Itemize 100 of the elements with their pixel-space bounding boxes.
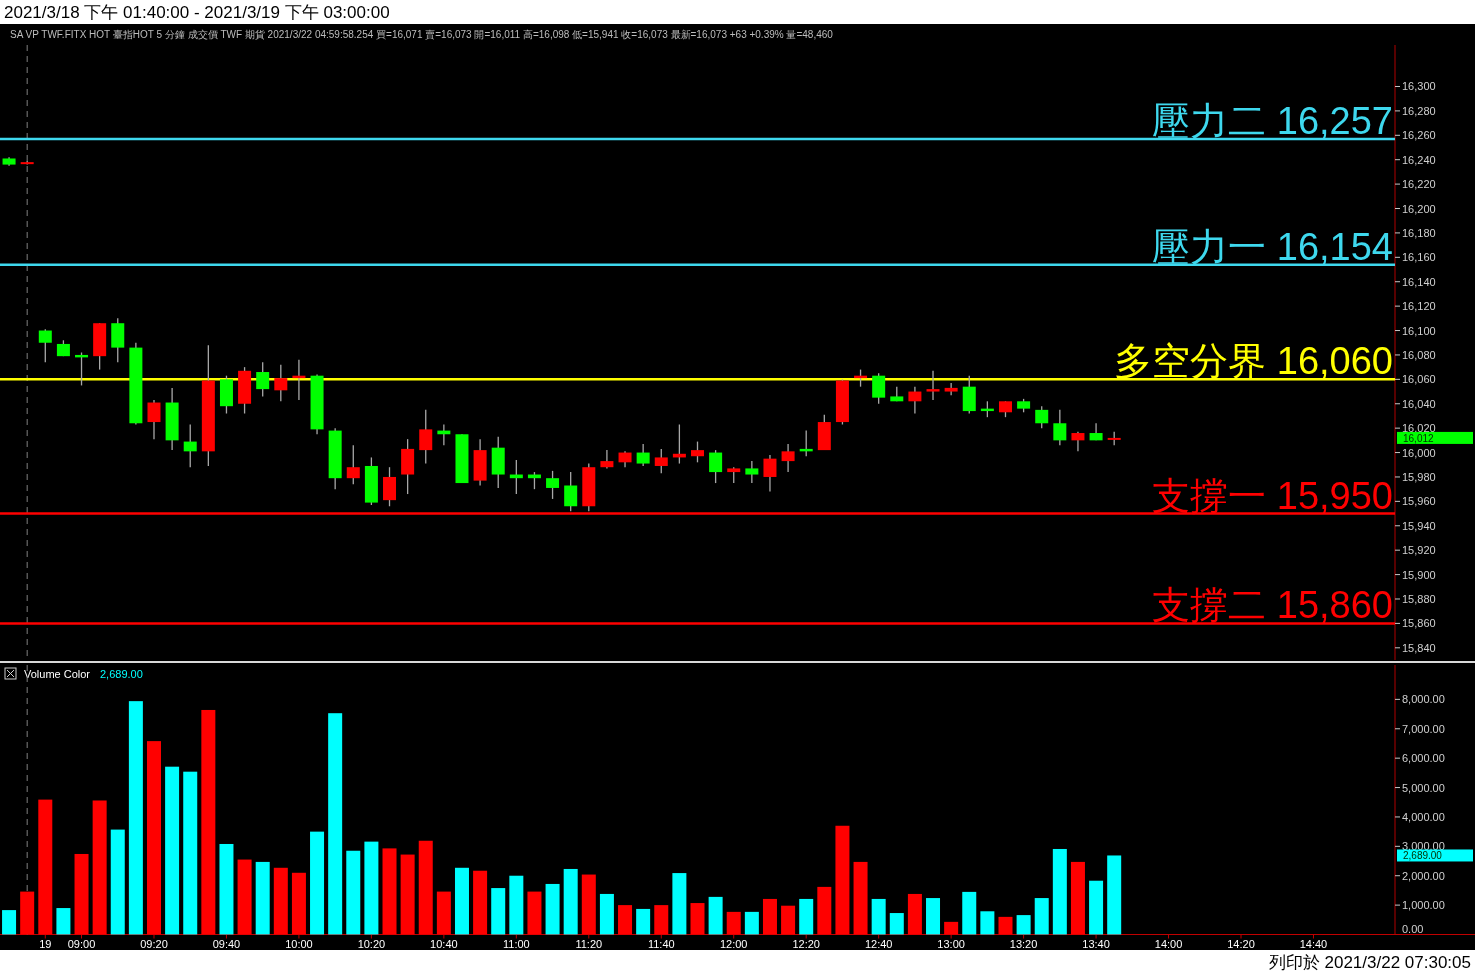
- y-tick-label: 16,160: [1402, 251, 1436, 264]
- bar: [400, 854, 415, 935]
- bar: [310, 831, 325, 935]
- ref-line-label: 支撐一 15,950: [1152, 474, 1393, 517]
- bar: [38, 799, 53, 935]
- bar: [273, 867, 288, 935]
- y-tick-label: 16,220: [1402, 178, 1436, 191]
- bar: [165, 766, 180, 935]
- y-tick-label: 1,000.00: [1402, 899, 1445, 912]
- bar: [328, 713, 343, 935]
- bar: [1016, 915, 1031, 935]
- bar: [509, 875, 524, 935]
- y-tick-label: 15,960: [1402, 495, 1436, 508]
- y-tick-label: 16,260: [1402, 129, 1436, 142]
- candlestick: [691, 440, 704, 463]
- candlestick: [383, 466, 397, 507]
- x-tick-label: 13:00: [937, 937, 965, 950]
- y-tick-label: 16,100: [1402, 324, 1436, 337]
- bar: [1034, 898, 1049, 935]
- bar: [74, 853, 89, 935]
- y-tick-label: 7,000.00: [1402, 722, 1445, 735]
- bar: [545, 883, 560, 935]
- candlestick: [346, 444, 360, 485]
- x-tick-label: 12:00: [719, 937, 748, 950]
- candlestick: [636, 443, 650, 467]
- y-tick-label: 16,040: [1402, 397, 1436, 410]
- x-tick-label: 10:20: [357, 937, 386, 950]
- y-tick-label: 16,300: [1402, 80, 1436, 93]
- bar: [237, 859, 252, 935]
- bar: [926, 898, 941, 935]
- bar: [128, 701, 143, 935]
- y-tick-label: 5,000.00: [1402, 781, 1445, 794]
- y-tick-label: 15,860: [1402, 617, 1436, 630]
- ref-line-label: 支撐二 15,860: [1152, 584, 1393, 627]
- bar: [255, 861, 270, 935]
- bar: [871, 898, 886, 935]
- x-tick-label: 10:40: [430, 937, 458, 950]
- bar: [581, 874, 596, 935]
- y-tick-label: 0.00: [1402, 922, 1424, 935]
- bar: [146, 741, 161, 935]
- candlestick: [546, 470, 560, 500]
- bar: [799, 898, 814, 935]
- x-tick-label: 19: [39, 937, 52, 950]
- candlestick: [872, 372, 886, 405]
- bar: [762, 898, 777, 935]
- bar: [744, 911, 759, 935]
- x-tick-label: 11:20: [575, 937, 603, 950]
- candlestick: [183, 423, 197, 468]
- x-tick-label: 09:40: [212, 937, 241, 950]
- y-tick-label: 15,840: [1402, 641, 1436, 654]
- y-tick-label: 16,080: [1402, 348, 1436, 361]
- candlestick: [419, 409, 433, 465]
- ref-line-label: 壓力一 16,154: [1152, 225, 1393, 268]
- bar: [835, 825, 850, 935]
- y-tick-label: 16,240: [1402, 153, 1436, 166]
- bar: [110, 829, 125, 935]
- chart-subtitle: 2,689.00: [100, 668, 143, 680]
- bar: [473, 870, 488, 935]
- y-tick-label: 15,940: [1402, 519, 1436, 532]
- y-tick-label: 16,280: [1402, 104, 1436, 117]
- y-tick-label: 16,060: [1402, 373, 1436, 386]
- x-tick-label: 11:40: [647, 937, 675, 950]
- candlestick: [654, 448, 668, 474]
- text: 列印於 2021/3/22 07:30:05: [1268, 953, 1471, 972]
- bar: [708, 896, 723, 935]
- candlestick: [781, 443, 795, 473]
- bar: [618, 905, 633, 935]
- candlestick: [274, 364, 288, 402]
- candlestick: [147, 399, 161, 440]
- bar: [672, 873, 687, 935]
- x-tick-label: 11:00: [502, 937, 530, 950]
- bar: [491, 888, 506, 935]
- y-tick-label: 8,000.00: [1402, 693, 1445, 706]
- bar: [907, 893, 922, 935]
- candlestick: [1053, 409, 1067, 446]
- bar: [1107, 855, 1122, 935]
- candlestick: [600, 449, 614, 470]
- bar: [654, 905, 669, 935]
- bar: [726, 911, 741, 935]
- bar: [817, 886, 832, 935]
- bar: [980, 911, 995, 935]
- y-tick-label: 2,000.00: [1402, 869, 1445, 882]
- bar: [436, 891, 451, 935]
- candlestick: [763, 454, 777, 493]
- chart-subtitle: SA VP TWF.FITX HOT 臺指HOT 5 分鐘 成交價 TWF 期貨 2021/3/22 04:59:58.254 買=16,071 賣=16,073 開=16,011 高=16,098 低=15,941 收=16,073 最新=16,073 +63 +0.39% 量=48,460: [10, 29, 834, 40]
- bar: [944, 921, 959, 935]
- bar: [781, 905, 796, 935]
- y-tick-label: 15,980: [1402, 470, 1436, 483]
- bar: [1089, 880, 1104, 935]
- candlestick: [745, 460, 759, 484]
- bar: [690, 903, 705, 935]
- text: 2,689.00: [1403, 850, 1443, 862]
- x-tick-label: 12:40: [864, 937, 893, 950]
- candlestick: [1071, 431, 1085, 452]
- y-tick-label: 16,140: [1402, 275, 1436, 288]
- bar: [92, 800, 107, 935]
- bar: [636, 908, 651, 935]
- y-tick-label: 6,000.00: [1402, 752, 1445, 765]
- y-tick-label: 15,900: [1402, 568, 1436, 581]
- candlestick: [944, 382, 958, 396]
